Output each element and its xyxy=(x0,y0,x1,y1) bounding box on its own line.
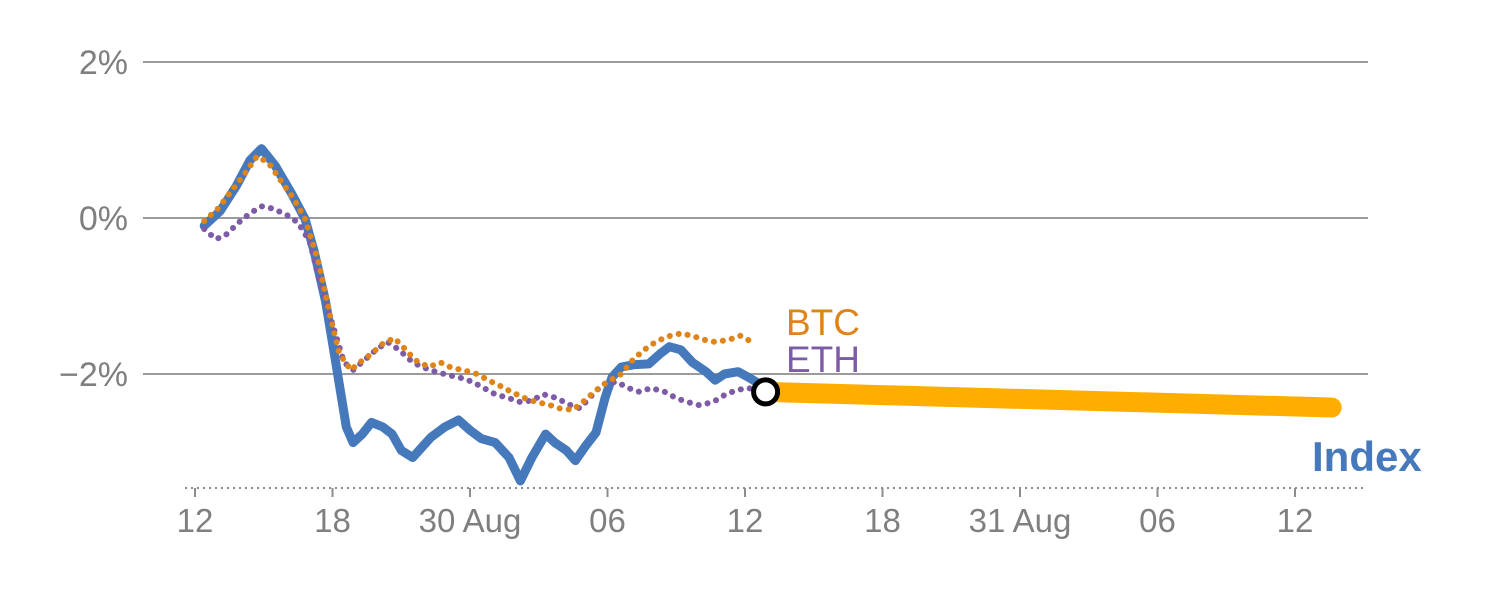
index-series-label: Index xyxy=(1312,433,1422,480)
x-axis-tick-label: 12 xyxy=(727,502,764,539)
x-axis-tick-label: 06 xyxy=(1139,502,1176,539)
y-axis-tick-label: 2% xyxy=(79,44,128,82)
x-axis-tick-label: 12 xyxy=(177,502,214,539)
grid-layer xyxy=(143,61,1368,375)
y-axis-tick-label: −2% xyxy=(59,356,128,394)
x-axis-tick-label: 06 xyxy=(589,502,626,539)
y-axis-tick-label: 0% xyxy=(79,200,128,238)
x-axis-tick-label: 12 xyxy=(1277,502,1314,539)
eth-series-label: ETH xyxy=(786,339,860,380)
eth-series-line xyxy=(201,203,764,412)
forecast-layer xyxy=(751,377,1342,418)
x-axis-tick-label: 30 Aug xyxy=(419,502,522,539)
axis-layer: 2% 0% −2% 12 18 30 Aug 06 12 18 31 Aug 06 12 xyxy=(59,44,1365,539)
forecast-band xyxy=(755,381,1342,418)
x-axis-tick-label: 31 Aug xyxy=(969,502,1072,539)
x-axis-tick-label: 18 xyxy=(864,502,901,539)
x-axis-tick-label: 18 xyxy=(314,502,351,539)
btc-series-label: BTC xyxy=(786,302,860,343)
index-series-line xyxy=(199,144,766,486)
series-layer xyxy=(199,144,766,486)
btc-series-line xyxy=(201,153,755,413)
forecast-start-marker xyxy=(751,377,781,407)
